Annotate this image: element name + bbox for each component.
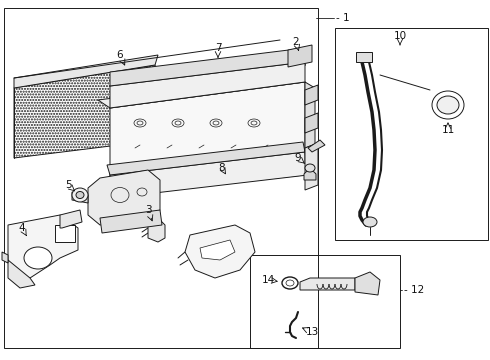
Bar <box>4 8 318 348</box>
Ellipse shape <box>363 217 377 227</box>
Polygon shape <box>148 218 165 242</box>
Polygon shape <box>305 82 315 180</box>
Ellipse shape <box>72 188 88 202</box>
Text: 2: 2 <box>293 37 299 47</box>
Polygon shape <box>8 215 78 278</box>
Bar <box>250 255 400 348</box>
Polygon shape <box>60 210 82 228</box>
Polygon shape <box>305 143 318 163</box>
Text: 10: 10 <box>393 31 407 41</box>
Ellipse shape <box>305 164 315 172</box>
Ellipse shape <box>76 192 84 198</box>
Bar <box>55 225 75 242</box>
Polygon shape <box>88 170 160 225</box>
Text: 5: 5 <box>65 180 72 190</box>
Polygon shape <box>300 278 355 290</box>
Ellipse shape <box>432 91 464 119</box>
Polygon shape <box>110 82 305 195</box>
Text: 9: 9 <box>294 153 301 163</box>
Text: 8: 8 <box>219 163 225 173</box>
Polygon shape <box>100 210 162 233</box>
Polygon shape <box>110 62 305 108</box>
Text: 7: 7 <box>215 43 221 53</box>
Polygon shape <box>308 140 325 152</box>
Text: 13: 13 <box>305 327 318 337</box>
Text: - 12: - 12 <box>404 285 424 295</box>
Polygon shape <box>72 192 88 203</box>
Text: - 1: - 1 <box>336 13 350 23</box>
Text: 3: 3 <box>145 205 151 215</box>
Polygon shape <box>14 55 158 88</box>
Polygon shape <box>305 85 318 105</box>
Polygon shape <box>288 45 312 67</box>
Text: 14: 14 <box>261 275 274 285</box>
Polygon shape <box>8 260 35 288</box>
Polygon shape <box>110 48 305 86</box>
Polygon shape <box>355 272 380 295</box>
Polygon shape <box>110 152 308 198</box>
Polygon shape <box>305 113 318 133</box>
Bar <box>335 28 488 240</box>
Polygon shape <box>98 75 305 108</box>
Text: 6: 6 <box>117 50 123 60</box>
Text: 4: 4 <box>19 223 25 233</box>
Text: 11: 11 <box>441 125 455 135</box>
Polygon shape <box>14 65 175 158</box>
Polygon shape <box>2 252 8 263</box>
Polygon shape <box>185 225 255 278</box>
Ellipse shape <box>437 96 459 114</box>
Ellipse shape <box>24 247 52 269</box>
Polygon shape <box>356 52 372 62</box>
Polygon shape <box>107 142 305 175</box>
Polygon shape <box>304 170 316 180</box>
Polygon shape <box>305 143 318 190</box>
Polygon shape <box>200 240 235 260</box>
